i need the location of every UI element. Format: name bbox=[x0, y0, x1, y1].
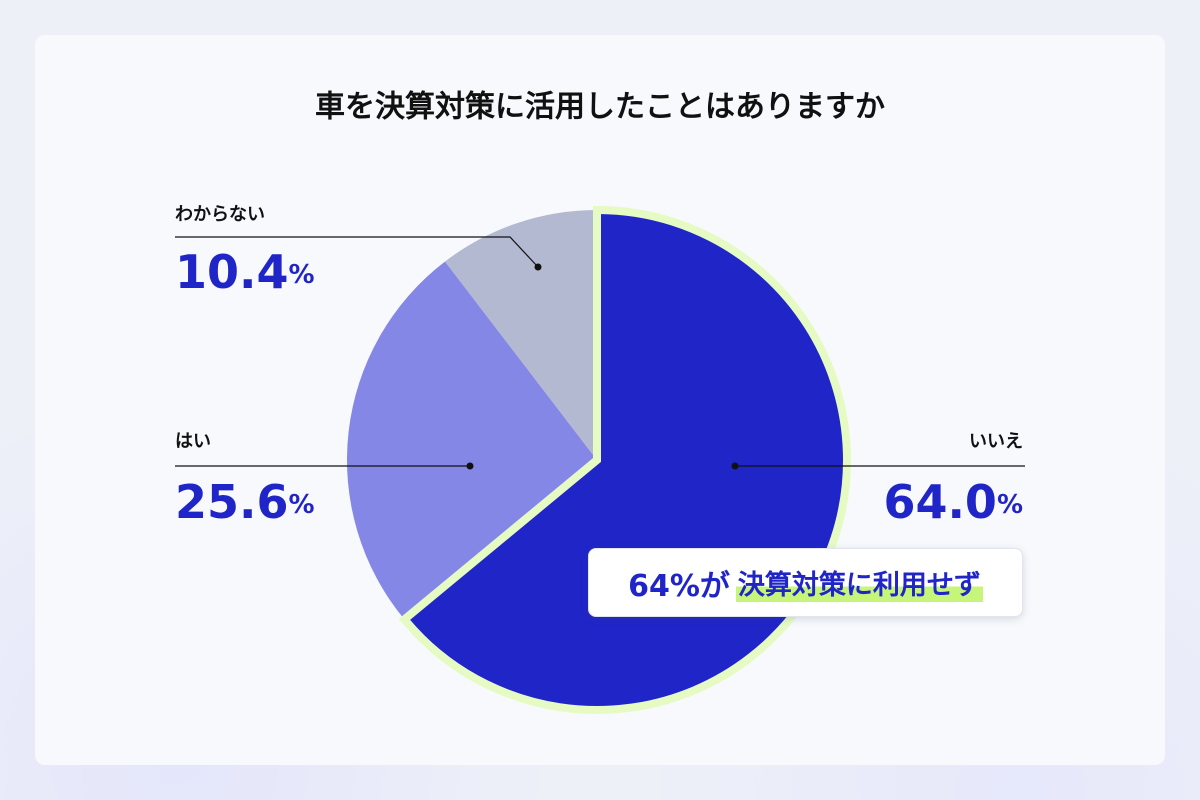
callout-lead: 64%が bbox=[628, 568, 730, 604]
pie-slice bbox=[445, 210, 597, 460]
category-label: はい bbox=[175, 431, 211, 452]
value-unit: % bbox=[289, 260, 315, 290]
leader-dot bbox=[534, 263, 542, 271]
value-number: 64.0 bbox=[883, 475, 997, 529]
value-number: 25.6 bbox=[175, 475, 289, 529]
leader-dot bbox=[731, 462, 739, 470]
value-label: 25.6% bbox=[175, 475, 315, 529]
callout: 64%が 決算対策に利用せず bbox=[588, 548, 1023, 617]
leader-line bbox=[175, 236, 539, 268]
leader-dot bbox=[466, 462, 474, 470]
callout-highlight: 決算対策に利用せず bbox=[735, 563, 983, 602]
value-unit: % bbox=[997, 490, 1023, 520]
category-label: わからない bbox=[175, 204, 265, 225]
value-label: 64.0% bbox=[883, 475, 1023, 529]
value-number: 10.4 bbox=[175, 245, 289, 299]
chart-title: 車を決算対策に活用したことはありますか bbox=[315, 90, 885, 125]
value-label: 10.4% bbox=[175, 245, 315, 299]
pie-slice bbox=[346, 261, 597, 620]
value-unit: % bbox=[289, 490, 315, 520]
category-label: いいえ bbox=[969, 431, 1023, 452]
